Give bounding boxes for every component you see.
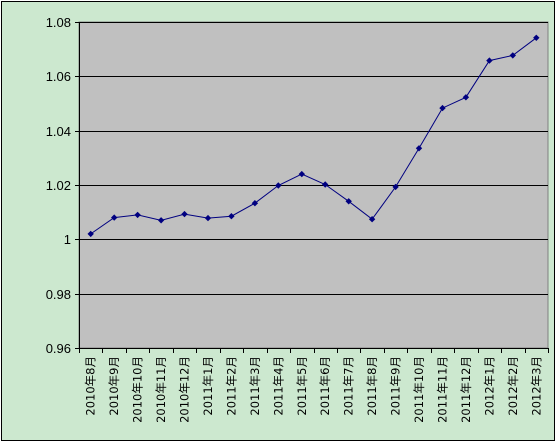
x-tick-label: 2011年1月 — [201, 356, 215, 416]
data-point — [204, 214, 212, 222]
x-tick-label: 2011年4月 — [271, 356, 285, 416]
data-point — [345, 198, 352, 205]
series-layer — [87, 34, 540, 238]
x-tick-label: 2012年1月 — [482, 356, 496, 416]
data-point — [157, 217, 165, 224]
gridlines — [79, 22, 548, 349]
data-point — [181, 210, 188, 218]
y-tick-label: 0.98 — [46, 287, 71, 302]
data-point — [415, 145, 423, 152]
x-axis-ticks: 2010年8月 2010年9月 2010年10月 2010年11月 2010年12月 20… — [79, 348, 549, 423]
data-point — [509, 52, 516, 59]
x-tick-label: 2010年11月 — [154, 356, 168, 423]
data-point — [462, 94, 470, 101]
y-tick-label: 1.02 — [46, 178, 71, 193]
data-point — [322, 181, 329, 188]
x-tick-label: 2011年2月 — [224, 356, 238, 416]
x-tick-label: 2011年5月 — [295, 356, 309, 416]
data-point — [368, 216, 376, 223]
x-tick-label: 2010年9月 — [107, 356, 121, 416]
x-tick-label: 2011年11月 — [435, 356, 449, 423]
y-tick-label: 1.06 — [46, 69, 71, 84]
data-point — [275, 182, 282, 189]
x-tick-label: 2012年2月 — [506, 356, 520, 416]
data-point — [134, 211, 141, 219]
x-tick-label: 2011年8月 — [365, 356, 379, 416]
data-point — [87, 230, 94, 238]
data-point — [392, 183, 399, 191]
y-tick-label: 1 — [64, 232, 71, 247]
data-point — [439, 104, 446, 112]
y-tick-label: 1.04 — [46, 124, 71, 139]
data-point — [251, 200, 259, 207]
data-point — [111, 214, 118, 221]
y-axis-ticks: 0.96 0.98 1 1.02 1.04 1.06 1.08 — [46, 15, 80, 356]
x-tick-label: 2012年3月 — [529, 356, 543, 416]
data-point — [298, 170, 305, 178]
y-tick-label: 1.08 — [46, 15, 71, 30]
x-tick-label: 2010年8月 — [84, 356, 98, 416]
series-line — [90, 37, 537, 235]
x-tick-label: 2011年12月 — [459, 356, 473, 423]
data-point — [228, 213, 235, 220]
x-tick-label: 2011年3月 — [248, 356, 262, 416]
x-tick-label: 2011年7月 — [342, 356, 356, 416]
x-tick-label: 2011年10月 — [412, 356, 426, 423]
data-point — [533, 34, 540, 41]
x-tick-label: 2011年6月 — [318, 356, 332, 416]
x-tick-label: 2010年10月 — [131, 356, 145, 423]
x-tick-label: 2010年12月 — [178, 356, 192, 423]
x-tick-label: 2011年9月 — [389, 356, 403, 416]
data-point — [486, 57, 493, 64]
y-tick-label: 0.96 — [46, 341, 71, 356]
